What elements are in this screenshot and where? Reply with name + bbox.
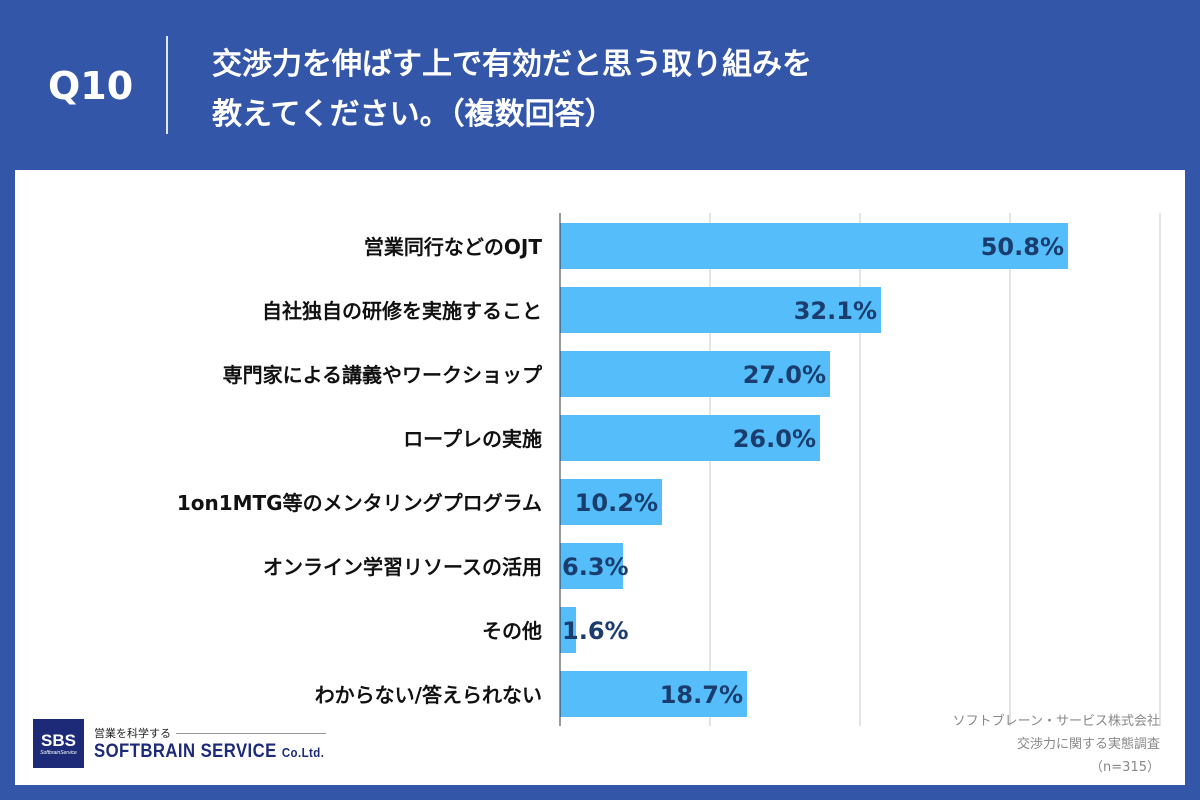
logo: SBS SoftbrainService: [33, 719, 84, 768]
divider: [166, 36, 168, 134]
page-title: 交渉力を伸ばす上で有効だと思う取り組みを 教えてください。（複数回答）: [212, 40, 1112, 140]
category-label: 自社独自の研修を実施すること: [262, 299, 542, 323]
bar: [560, 479, 662, 525]
category-label: 1on1MTG等のメンタリングプログラム: [177, 491, 542, 515]
category-label: オンライン学習リソースの活用: [263, 555, 542, 579]
source-note: ソフトブレーン・サービス株式会社 交渉力に関する実態調査 （n=315）: [953, 710, 1160, 779]
data-label: 27.0%: [743, 361, 826, 389]
data-label: 10.2%: [575, 489, 658, 517]
data-label: 32.1%: [794, 297, 877, 325]
question-number: Q10: [48, 64, 134, 108]
source-survey: 交渉力に関する実態調査: [1016, 737, 1160, 752]
category-label: ロープレの実施: [403, 427, 542, 451]
data-label: 50.8%: [981, 233, 1064, 261]
source-company: ソフトブレーン・サービス株式会社: [952, 714, 1160, 729]
sample-size: （n=315）: [1090, 760, 1160, 775]
data-label: 1.6%: [562, 617, 629, 645]
logo-tagline: 営業を科学する: [94, 727, 171, 740]
bar: [560, 543, 623, 589]
bar: [560, 671, 747, 717]
category-label: 営業同行などのOJT: [364, 235, 542, 259]
title-line-2: 教えてください。（複数回答）: [212, 97, 615, 132]
logo-rule: [176, 733, 326, 734]
bar: [560, 287, 881, 333]
logo-name: SOFTBRAIN SERVICE Co.Ltd.: [94, 741, 325, 762]
category-label: 専門家による講義やワークショップ: [223, 363, 543, 387]
title-line-1: 交渉力を伸ばす上で有効だと思う取り組みを: [212, 47, 812, 82]
data-label: 18.7%: [660, 681, 743, 709]
bar: [560, 607, 576, 653]
bar: [560, 415, 820, 461]
category-label: その他: [482, 619, 542, 643]
data-label: 26.0%: [733, 425, 816, 453]
category-label: わからない/答えられない: [315, 683, 542, 707]
bar: [560, 223, 1068, 269]
data-label: 6.3%: [562, 553, 629, 581]
bar: [560, 351, 830, 397]
